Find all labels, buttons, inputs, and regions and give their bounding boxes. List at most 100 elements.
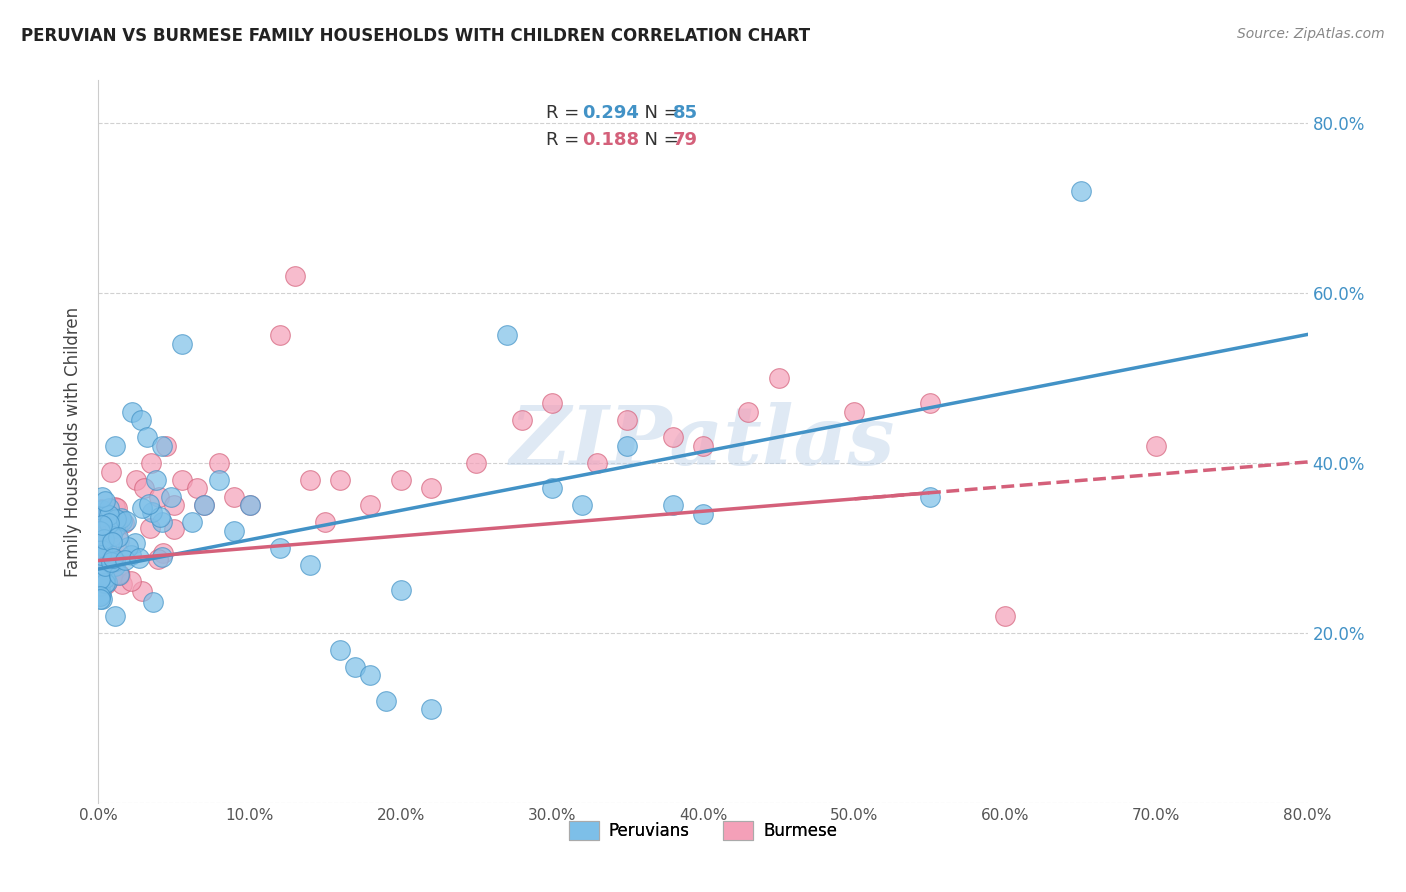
Point: [239, 498, 262, 512]
Point: [121, 405, 143, 419]
Point: [148, 510, 170, 524]
Point: [146, 552, 169, 566]
Point: [105, 519, 128, 533]
Point: [104, 559, 127, 574]
Point: [107, 534, 129, 549]
Point: [89, 591, 111, 606]
Point: [141, 456, 163, 470]
Point: [269, 541, 291, 555]
Point: [163, 523, 186, 537]
Point: [91, 517, 114, 532]
Point: [540, 396, 562, 410]
Point: [170, 473, 193, 487]
Point: [918, 396, 941, 410]
Point: [692, 439, 714, 453]
Point: [768, 371, 790, 385]
Point: [100, 566, 122, 581]
Point: [101, 551, 124, 566]
Text: N =: N =: [633, 103, 685, 122]
Point: [90, 542, 112, 557]
Point: [90, 502, 112, 516]
Point: [661, 430, 683, 444]
Point: [96, 509, 118, 524]
Point: [224, 524, 246, 538]
Point: [93, 576, 115, 591]
Point: [100, 534, 122, 549]
Point: [142, 594, 165, 608]
Point: [94, 558, 117, 573]
Text: R =: R =: [546, 130, 585, 149]
Point: [89, 528, 111, 542]
Point: [139, 521, 162, 535]
Point: [224, 490, 246, 504]
Y-axis label: Family Households with Children: Family Households with Children: [65, 307, 83, 576]
Point: [186, 481, 208, 495]
Point: [100, 465, 122, 479]
Point: [152, 545, 174, 559]
Point: [661, 498, 683, 512]
Point: [138, 498, 160, 512]
Point: [737, 405, 759, 419]
Point: [93, 567, 115, 582]
Point: [93, 571, 115, 585]
Point: [344, 660, 367, 674]
Point: [844, 405, 866, 419]
Point: [150, 439, 173, 453]
Point: [100, 551, 122, 566]
Point: [100, 555, 122, 569]
Point: [94, 577, 117, 591]
Text: 79: 79: [672, 130, 697, 149]
Point: [90, 548, 112, 562]
Point: [91, 592, 114, 607]
Point: [131, 501, 153, 516]
Point: [100, 524, 122, 539]
Text: ZIPatlas: ZIPatlas: [510, 401, 896, 482]
Point: [129, 413, 152, 427]
Point: [104, 512, 127, 526]
Point: [94, 524, 117, 539]
Text: 0.188: 0.188: [582, 130, 640, 149]
Point: [97, 516, 120, 530]
Text: Source: ZipAtlas.com: Source: ZipAtlas.com: [1237, 27, 1385, 41]
Point: [420, 702, 443, 716]
Point: [89, 524, 111, 538]
Point: [96, 575, 118, 590]
Point: [93, 505, 115, 519]
Point: [91, 503, 114, 517]
Point: [89, 550, 111, 565]
Point: [193, 498, 215, 512]
Point: [94, 547, 117, 561]
Point: [93, 535, 115, 549]
Point: [90, 571, 112, 585]
Point: [114, 553, 136, 567]
Point: [90, 586, 112, 600]
Point: [692, 507, 714, 521]
Point: [616, 439, 638, 453]
Point: [91, 531, 114, 545]
Point: [918, 490, 941, 504]
Point: [571, 498, 593, 512]
Point: [117, 540, 139, 554]
Point: [148, 490, 170, 504]
Point: [586, 456, 609, 470]
Point: [96, 543, 118, 558]
Point: [125, 473, 148, 487]
Point: [120, 574, 142, 589]
Point: [163, 498, 186, 512]
Point: [135, 430, 157, 444]
Text: 85: 85: [672, 103, 697, 122]
Point: [111, 577, 134, 591]
Point: [193, 498, 215, 512]
Point: [89, 579, 111, 593]
Point: [150, 549, 173, 564]
Point: [110, 568, 132, 582]
Point: [420, 481, 443, 495]
Point: [107, 530, 129, 544]
Point: [90, 531, 112, 545]
Point: [101, 555, 124, 569]
Point: [329, 473, 352, 487]
Point: [155, 439, 177, 453]
Point: [145, 473, 167, 487]
Point: [495, 328, 517, 343]
Point: [108, 567, 131, 582]
